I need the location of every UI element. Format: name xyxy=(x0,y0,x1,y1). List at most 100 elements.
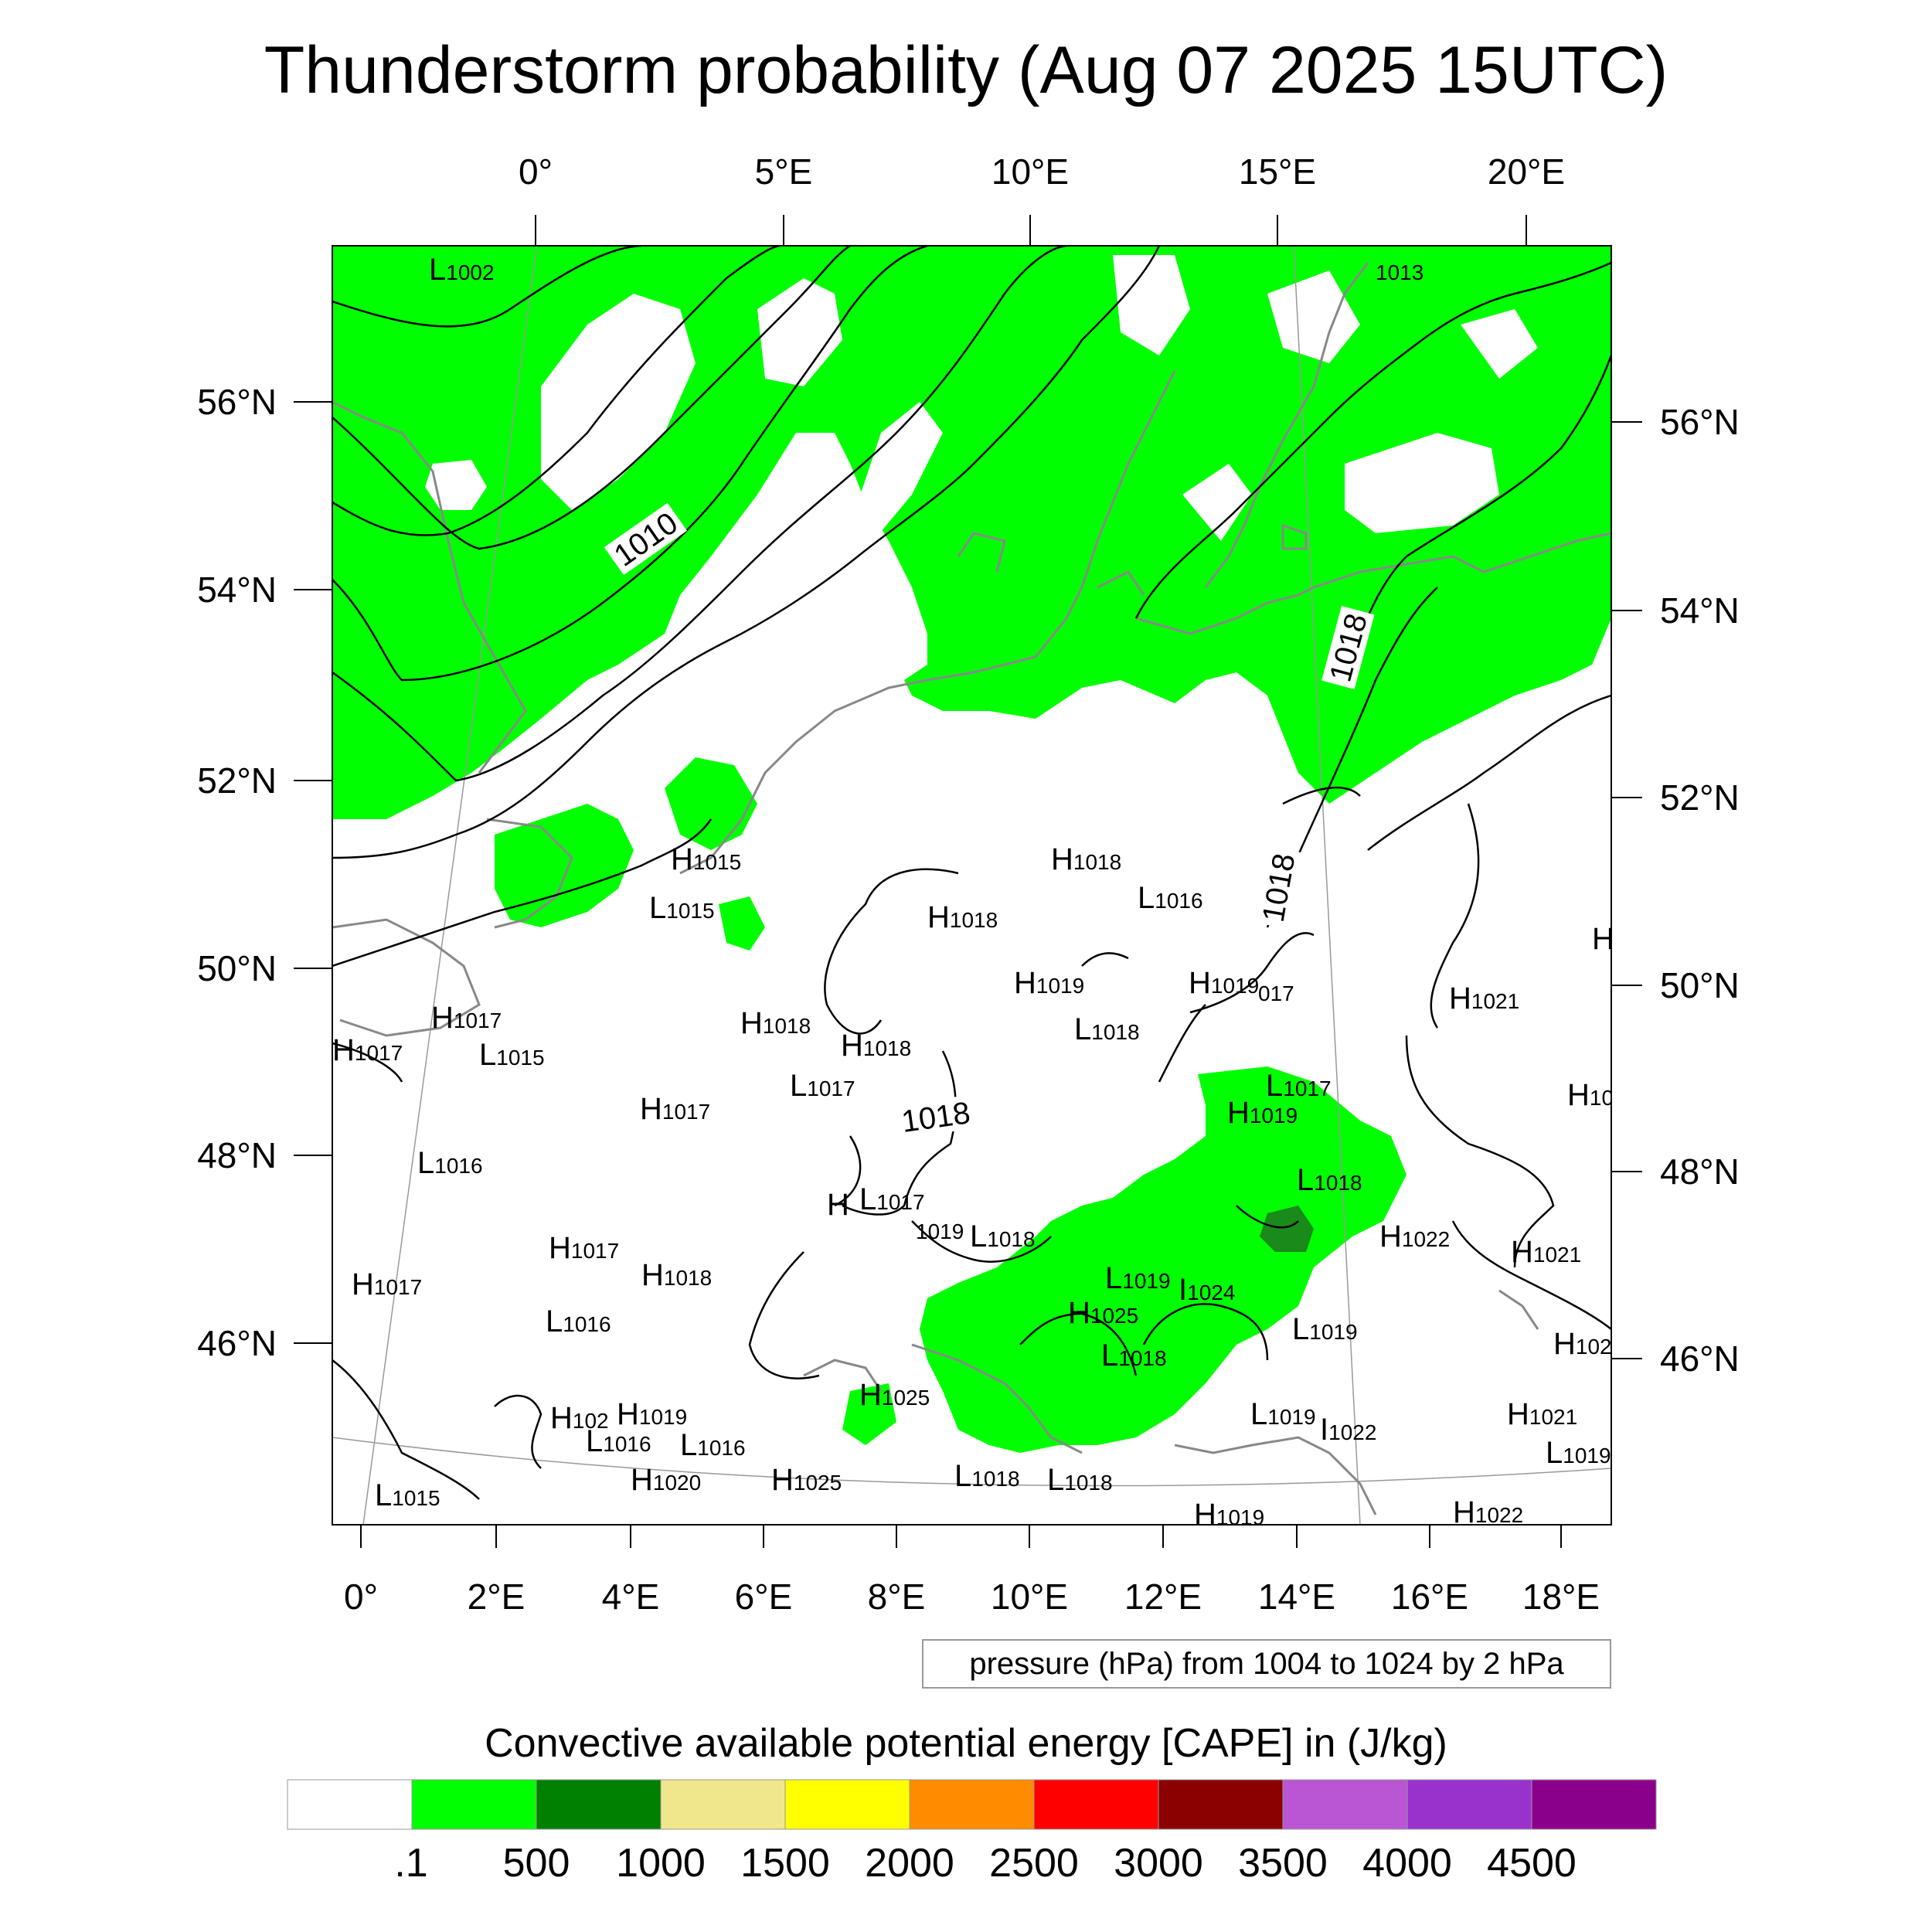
pressure-center-label: L1019 xyxy=(1250,1397,1316,1431)
pressure-center-label: H1019 xyxy=(617,1397,687,1431)
colorbar-swatch xyxy=(536,1779,662,1830)
pressure-center-label: H10 xyxy=(1567,1078,1614,1112)
pressure-center-label: H1018 xyxy=(927,900,998,934)
pressure-center-label: H1019 xyxy=(1014,966,1084,1000)
pressure-center-label: L1018 xyxy=(1074,1012,1140,1046)
right-lat-label: 48°N xyxy=(1660,1151,1740,1192)
pressure-center-label: L1019 xyxy=(1546,1436,1611,1470)
bottom-lon-label: 8°E xyxy=(868,1577,926,1617)
pressure-center-label: H1017 xyxy=(431,1001,502,1035)
bottom-lon-label: 10°E xyxy=(991,1577,1068,1617)
pressure-center-label: H1017 xyxy=(352,1267,422,1301)
bottom-lon-label: 2°E xyxy=(468,1577,526,1617)
pressure-center-label: L1016 xyxy=(1138,881,1203,915)
pressure-center-label: L1018 xyxy=(1297,1163,1362,1197)
colorbar-swatch xyxy=(660,1779,786,1830)
pressure-center-label: L1018 xyxy=(1047,1463,1113,1497)
pressure-center-label: H1018 xyxy=(641,1258,712,1292)
top-lon-label: 0° xyxy=(519,151,553,192)
pressure-center-label: H1017 xyxy=(549,1231,619,1265)
bottom-lon-label: 12°E xyxy=(1124,1577,1202,1617)
colorbar-labels: .1 500 1000 1500 2000 2500 3000 3500 400… xyxy=(394,1841,1577,1886)
colorbar xyxy=(287,1779,1657,1830)
pressure-center-label: 1019 xyxy=(916,1219,964,1243)
pressure-center-label: 017 xyxy=(1258,981,1294,1005)
right-lat-label: 46°N xyxy=(1660,1338,1740,1379)
pressure-center-label: L1002 xyxy=(429,253,495,287)
pressure-center-label: H102 xyxy=(1553,1327,1612,1361)
left-lat-label: 52°N xyxy=(197,760,277,801)
top-axis: 0° 5°E 10°E 15°E 20°E xyxy=(519,151,1565,246)
pressure-center-label: L1016 xyxy=(546,1304,611,1338)
pressure-center-label: H1018 xyxy=(841,1029,911,1063)
colorbar-label: .1 xyxy=(394,1841,427,1886)
contour-label-box xyxy=(604,502,687,576)
pressure-center-label: L1015 xyxy=(649,891,715,925)
top-lon-label: 15°E xyxy=(1239,151,1316,192)
colorbar-label: 3500 xyxy=(1238,1841,1328,1886)
bottom-lon-label: 0° xyxy=(344,1577,378,1617)
right-lat-label: 52°N xyxy=(1660,777,1740,818)
colorbar-swatch xyxy=(1531,1779,1657,1830)
contour-label-box xyxy=(895,1094,977,1139)
left-lat-label: 56°N xyxy=(197,382,277,422)
top-lon-label: 10°E xyxy=(992,151,1069,192)
pressure-center-label: H1019 xyxy=(1189,966,1259,1000)
pressure-center-label: H1021 xyxy=(1507,1397,1577,1431)
pressure-center-label: H1021 xyxy=(1449,981,1519,1015)
figure-title: Thunderstorm probability (Aug 07 2025 15… xyxy=(264,33,1668,107)
pressure-center-label: H1018 xyxy=(1051,842,1121,876)
colorbar-label: 2500 xyxy=(989,1841,1079,1886)
colorbar-label: 3000 xyxy=(1114,1841,1203,1886)
pressure-center-label: L1015 xyxy=(479,1038,545,1072)
pressure-center-label: L1015 xyxy=(375,1478,440,1512)
pressure-center-label: H1015 xyxy=(671,842,741,876)
left-lat-label: 50°N xyxy=(197,948,277,988)
colorbar-swatch xyxy=(784,1779,910,1830)
pressure-center-label: L1019 xyxy=(1292,1312,1358,1346)
colorbar-label: 4500 xyxy=(1487,1841,1577,1886)
pressure-center-label: H1021 xyxy=(1511,1235,1581,1269)
contour-label-box xyxy=(1254,846,1302,929)
bottom-lon-label: 4°E xyxy=(602,1577,660,1617)
graticule xyxy=(332,246,1611,1525)
pressure-center-label: H1017 xyxy=(332,1033,403,1067)
pressure-center-label: L1018 xyxy=(970,1219,1036,1253)
map-frame xyxy=(332,245,1612,1526)
bottom-axis: 0° 2°E 4°E 6°E 8°E 10°E 12°E 14°E 16°E 1… xyxy=(344,1525,1600,1617)
pressure-center-label: L1018 xyxy=(1101,1338,1167,1372)
colorbar-swatch xyxy=(287,1779,413,1830)
left-lat-label: 54°N xyxy=(197,570,277,610)
bottom-lon-label: 18°E xyxy=(1522,1577,1600,1617)
top-lon-label: 5°E xyxy=(755,151,813,192)
contour-label-box xyxy=(1321,605,1375,689)
pressure-center-label: L1017 xyxy=(790,1069,855,1103)
cape-shading-mid xyxy=(1260,1206,1314,1252)
right-lat-label: 54°N xyxy=(1660,590,1740,631)
right-lat-label: 56°N xyxy=(1660,402,1740,442)
pressure-center-label: L1016 xyxy=(586,1424,651,1458)
cape-shading-gaps xyxy=(425,255,1538,541)
colorbar-label: 1000 xyxy=(616,1841,706,1886)
pressure-center-label: H1020 xyxy=(631,1463,701,1497)
pressure-center-label: I1022 xyxy=(1320,1413,1376,1447)
pressure-center-label: H102 xyxy=(550,1401,609,1435)
colorbar-label: 500 xyxy=(503,1841,570,1886)
pressure-center-label: H xyxy=(1592,922,1614,956)
left-lat-label: 48°N xyxy=(197,1135,277,1175)
pressure-center-label: H1025 xyxy=(1068,1296,1138,1330)
pressure-centers: L1002 1013 H1015 L1015 H1018 L1016 H1018… xyxy=(332,253,1614,1525)
colorbar-swatch xyxy=(411,1779,537,1830)
pressure-center-label: H xyxy=(827,1188,849,1222)
pressure-center-label: H1018 xyxy=(740,1006,811,1040)
right-axis: 56°N 54°N 52°N 50°N 48°N 46°N xyxy=(1611,402,1740,1379)
colorbar-title: Convective available potential energy [C… xyxy=(485,1721,1447,1766)
bottom-lon-label: 14°E xyxy=(1258,1577,1335,1617)
pressure-center-label: H1025 xyxy=(771,1463,842,1497)
coastlines xyxy=(332,262,1611,1515)
colorbar-label: 1500 xyxy=(740,1841,830,1886)
isobars xyxy=(332,246,1611,1500)
colorbar-label: 4000 xyxy=(1362,1841,1452,1886)
bottom-lon-label: 6°E xyxy=(735,1577,793,1617)
left-axis: 56°N 54°N 52°N 50°N 48°N 46°N xyxy=(197,382,332,1363)
